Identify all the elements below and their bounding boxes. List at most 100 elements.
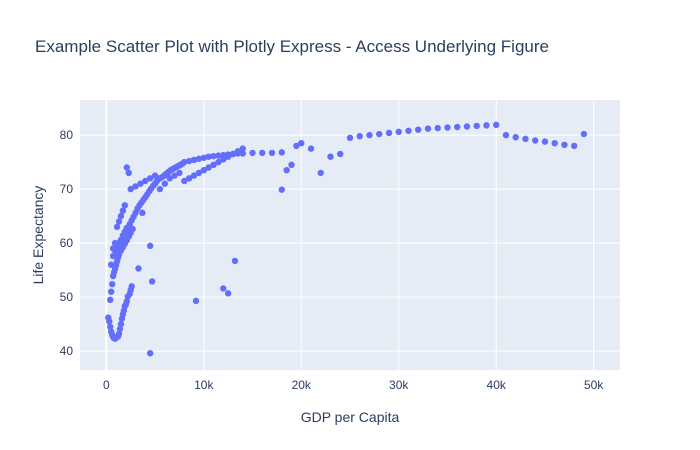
data-point[interactable] [483,122,490,129]
data-point[interactable] [385,129,393,137]
data-point[interactable] [111,239,119,247]
data-point[interactable] [146,350,154,357]
data-point[interactable] [307,145,315,152]
data-point[interactable] [283,167,290,174]
data-point[interactable] [200,154,207,161]
data-point[interactable] [249,149,256,157]
data-point[interactable] [239,145,246,152]
data-point[interactable] [293,142,300,150]
data-point[interactable] [127,185,134,193]
data-point[interactable] [142,177,149,185]
data-point[interactable] [268,149,276,157]
data-point[interactable] [493,121,500,129]
data-point[interactable] [185,175,193,182]
data-point[interactable] [146,242,154,249]
data-point[interactable] [195,155,203,163]
data-point[interactable] [181,177,188,185]
data-point[interactable] [185,157,193,165]
data-point[interactable] [129,225,136,233]
data-point[interactable] [541,138,549,145]
data-point[interactable] [121,202,129,209]
data-point[interactable] [113,223,121,231]
data-point[interactable] [231,257,239,265]
data-point[interactable] [106,318,113,325]
data-point[interactable] [224,153,232,160]
data-point[interactable] [109,252,117,260]
data-point[interactable] [239,150,246,157]
data-point[interactable] [109,245,117,252]
data-point[interactable] [205,164,212,171]
data-point[interactable] [366,131,373,139]
data-point[interactable] [148,278,156,285]
data-point[interactable] [454,123,461,131]
data-point[interactable] [395,128,402,136]
data-point[interactable] [234,148,242,155]
data-point[interactable] [224,290,232,297]
data-point[interactable] [580,130,588,138]
data-point[interactable] [210,161,217,168]
data-point[interactable] [190,172,198,179]
data-point[interactable] [327,153,334,160]
data-point[interactable] [151,172,159,179]
data-point[interactable] [424,125,432,132]
data-point[interactable] [376,130,383,138]
data-point[interactable] [522,135,529,143]
data-point[interactable] [473,122,480,130]
data-point[interactable] [108,280,116,288]
data-point[interactable] [117,320,125,328]
data-point[interactable] [116,325,124,333]
data-point[interactable] [463,123,471,130]
data-point[interactable] [161,180,169,187]
data-point[interactable] [512,134,519,141]
data-point[interactable] [171,172,178,179]
data-point[interactable] [531,137,539,144]
data-point[interactable] [215,158,222,166]
data-point[interactable] [115,218,123,225]
data-point[interactable] [107,288,115,295]
data-point[interactable] [229,150,237,158]
data-point[interactable] [117,212,125,220]
data-point[interactable] [181,158,188,166]
data-point[interactable] [288,161,295,168]
data-point[interactable] [135,265,142,272]
data-point[interactable] [317,169,324,177]
data-point[interactable] [551,140,558,147]
data-point[interactable] [356,132,363,140]
data-point[interactable] [215,152,222,159]
data-point[interactable] [137,180,144,187]
data-point[interactable] [176,169,183,177]
data-point[interactable] [561,141,568,149]
data-point[interactable] [259,149,266,157]
data-point[interactable] [220,156,227,163]
data-point[interactable] [107,296,114,303]
data-point[interactable] [405,127,412,134]
data-point[interactable] [192,297,200,305]
data-point[interactable] [502,131,510,139]
data-point[interactable] [210,152,217,160]
data-point[interactable] [119,207,127,214]
data-point[interactable] [166,175,173,182]
data-point[interactable] [195,169,203,177]
data-point[interactable] [200,167,207,174]
data-point[interactable] [278,149,285,156]
data-point[interactable] [107,323,114,330]
data-point[interactable] [128,283,135,290]
data-point[interactable] [298,140,305,147]
data-point[interactable] [278,186,285,193]
data-point[interactable] [415,126,422,133]
data-point[interactable] [139,209,146,217]
data-point[interactable] [123,164,130,171]
data-point[interactable] [107,261,115,268]
data-point[interactable] [146,175,154,182]
data-point[interactable] [346,134,354,141]
data-point[interactable] [337,150,344,158]
data-point[interactable] [132,183,139,190]
data-point[interactable] [444,124,451,131]
data-point[interactable] [125,169,132,177]
data-point[interactable] [434,124,441,132]
data-point[interactable] [156,185,164,193]
data-point[interactable] [570,142,578,150]
data-point[interactable] [190,156,198,164]
data-point[interactable] [123,298,130,305]
data-point[interactable] [115,330,123,338]
